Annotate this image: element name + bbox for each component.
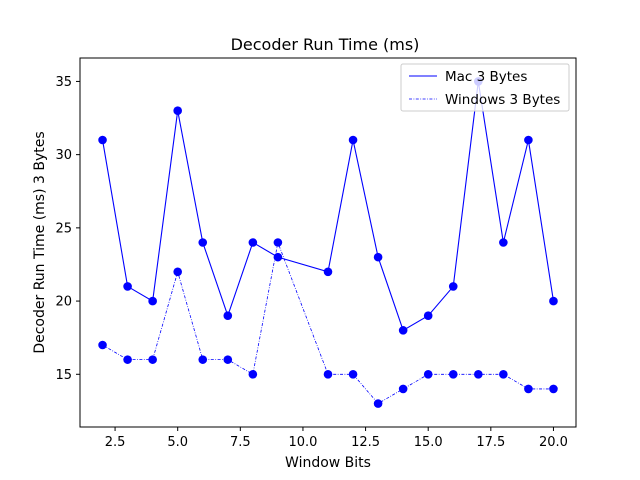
data-point bbox=[549, 296, 558, 306]
x-tick-label: 7.5 bbox=[230, 435, 251, 450]
legend-box bbox=[400, 63, 570, 112]
x-tick-label: 10.0 bbox=[288, 435, 317, 450]
x-tick-label: 2.5 bbox=[105, 435, 126, 450]
y-tick-label: 35 bbox=[55, 75, 72, 90]
y-axis-ticks: 15 20 25 30 35 bbox=[55, 75, 80, 383]
data-point bbox=[499, 238, 508, 247]
data-point bbox=[123, 282, 132, 291]
legend-label: Mac 3 Bytes bbox=[445, 69, 527, 85]
x-axis-label: Window Bits bbox=[285, 455, 371, 471]
data-point bbox=[398, 384, 408, 394]
data-point bbox=[524, 384, 533, 394]
data-point bbox=[323, 369, 333, 379]
legend: Mac 3 Bytes Windows 3 Bytes bbox=[400, 63, 570, 112]
data-point bbox=[123, 355, 132, 364]
data-point bbox=[248, 369, 258, 379]
data-point bbox=[348, 369, 358, 379]
x-tick-label: 5.0 bbox=[167, 435, 188, 450]
legend-label: Windows 3 Bytes bbox=[445, 92, 560, 108]
data-point bbox=[148, 355, 157, 364]
data-point bbox=[448, 369, 458, 379]
data-point bbox=[198, 238, 208, 247]
series-layer bbox=[98, 77, 558, 408]
data-point bbox=[323, 267, 333, 277]
data-point bbox=[98, 135, 107, 145]
plot-frame bbox=[79, 57, 577, 428]
data-point bbox=[474, 369, 483, 379]
data-point bbox=[448, 282, 458, 291]
data-point bbox=[373, 399, 383, 408]
x-tick-label: 12.5 bbox=[351, 435, 380, 450]
data-point bbox=[273, 238, 283, 247]
data-point bbox=[173, 267, 182, 277]
data-point bbox=[398, 326, 408, 335]
series-1 bbox=[98, 238, 558, 408]
y-tick-label: 25 bbox=[55, 221, 72, 236]
data-point bbox=[223, 311, 233, 321]
y-axis-label: Decoder Run Time (ms) 3 Bytes bbox=[32, 131, 48, 353]
chart-title: Decoder Run Time (ms) bbox=[231, 35, 420, 54]
data-point bbox=[273, 252, 283, 262]
y-tick-label: 15 bbox=[55, 368, 72, 383]
data-point bbox=[499, 369, 508, 379]
data-point bbox=[373, 252, 383, 262]
x-tick-label: 17.5 bbox=[476, 435, 505, 450]
data-point bbox=[198, 355, 208, 364]
x-tick-label: 15.0 bbox=[414, 435, 443, 450]
x-tick-label: 20.0 bbox=[539, 435, 568, 450]
data-point bbox=[148, 296, 157, 306]
data-point bbox=[223, 355, 233, 364]
y-tick-label: 20 bbox=[55, 295, 72, 310]
data-point bbox=[524, 135, 533, 145]
data-point bbox=[248, 238, 258, 247]
data-point bbox=[549, 384, 558, 394]
data-point bbox=[348, 135, 358, 145]
data-point bbox=[423, 311, 433, 321]
y-tick-label: 30 bbox=[55, 148, 72, 163]
x-axis-ticks: 2.5 5.0 7.5 10.0 12.5 15.0 17.5 20.0 bbox=[105, 427, 568, 450]
data-point bbox=[98, 340, 107, 350]
data-point bbox=[423, 369, 433, 379]
data-point bbox=[173, 106, 182, 116]
